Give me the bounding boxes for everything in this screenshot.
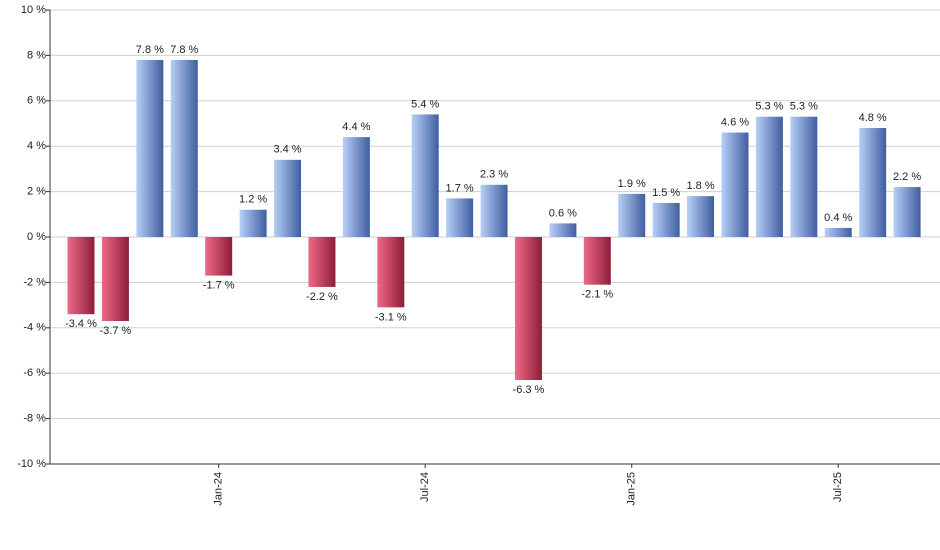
data-label: 5.4 % <box>411 98 439 110</box>
data-label: 7.8 % <box>170 44 198 56</box>
data-label: 5.3 % <box>755 101 783 113</box>
bar <box>205 237 233 276</box>
data-label: 1.5 % <box>652 187 680 199</box>
y-tick-label: 8 % <box>27 49 46 61</box>
y-tick-label: 4 % <box>27 140 46 152</box>
data-label: 4.6 % <box>721 116 749 128</box>
bar <box>549 223 577 237</box>
x-tick-label: Jan-25 <box>626 472 638 506</box>
bar <box>790 116 818 237</box>
data-label: 3.4 % <box>273 144 301 156</box>
data-label: 0.6 % <box>549 207 577 219</box>
bar <box>583 237 611 285</box>
data-label: 1.9 % <box>618 178 646 190</box>
bar <box>618 193 646 237</box>
x-tick-label: Jul-25 <box>832 472 844 502</box>
y-tick-label: -4 % <box>23 322 46 334</box>
bar <box>274 159 302 237</box>
bar <box>893 187 921 237</box>
data-label: 2.3 % <box>480 169 508 181</box>
data-label: 5.3 % <box>790 101 818 113</box>
bar <box>170 59 198 237</box>
bar <box>101 237 129 321</box>
y-tick-label: -8 % <box>23 413 46 425</box>
x-tick-label: Jan-24 <box>213 472 225 506</box>
data-label: 7.8 % <box>136 44 164 56</box>
data-label: -3.7 % <box>100 325 132 337</box>
data-label: 0.4 % <box>824 212 852 224</box>
bar <box>480 184 508 237</box>
bar <box>377 237 405 308</box>
data-label: -1.7 % <box>203 279 235 291</box>
bar <box>67 237 95 315</box>
bar <box>239 209 267 237</box>
y-tick-label: 10 % <box>21 4 46 16</box>
bar <box>721 132 749 237</box>
bar <box>136 59 164 237</box>
y-tick-label: -6 % <box>23 367 46 379</box>
data-label: -6.3 % <box>513 384 545 396</box>
data-label: 1.2 % <box>239 194 267 206</box>
data-label: 1.7 % <box>446 182 474 194</box>
data-label: -3.1 % <box>375 311 407 323</box>
y-tick-label: 0 % <box>27 231 46 243</box>
x-tick-label: Jul-24 <box>419 472 431 502</box>
bar <box>411 114 439 237</box>
bar <box>308 237 336 287</box>
data-label: -2.1 % <box>581 289 613 301</box>
bar <box>859 128 887 237</box>
y-tick-label: 6 % <box>27 95 46 107</box>
bar <box>514 237 542 381</box>
bar <box>687 196 715 237</box>
bar <box>824 227 852 237</box>
data-label: 2.2 % <box>893 171 921 183</box>
y-tick-label: 2 % <box>27 186 46 198</box>
bar <box>755 116 783 237</box>
bar <box>342 137 370 237</box>
bar <box>446 198 474 237</box>
data-label: 1.8 % <box>686 180 714 192</box>
data-label: -3.4 % <box>65 318 97 330</box>
data-label: 4.4 % <box>342 121 370 133</box>
data-label: 4.8 % <box>859 112 887 124</box>
y-tick-label: -10 % <box>17 458 46 470</box>
data-label: -2.2 % <box>306 291 338 303</box>
y-tick-label: -2 % <box>23 276 46 288</box>
bar <box>652 202 680 237</box>
